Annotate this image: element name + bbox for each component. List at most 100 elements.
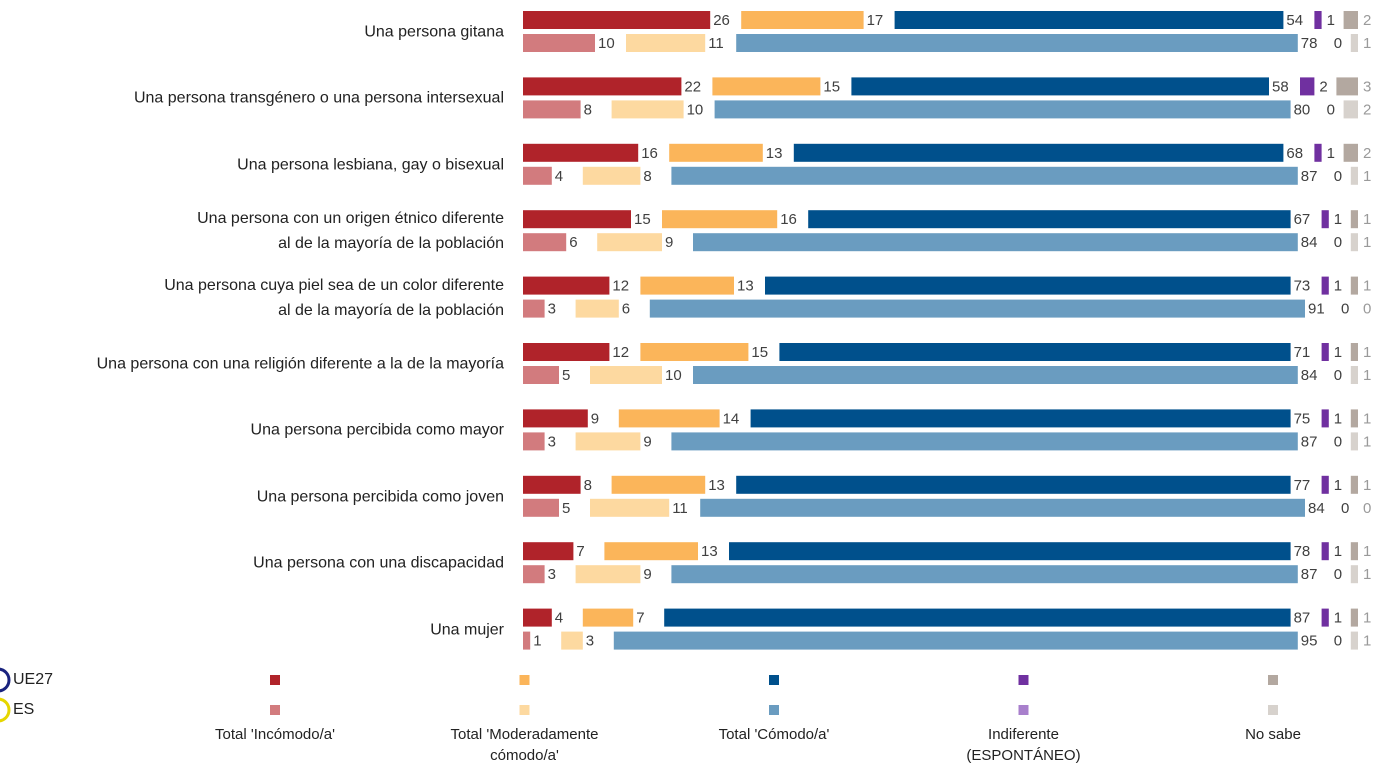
bar-segment — [894, 11, 1284, 29]
bar-segment — [640, 276, 734, 295]
bar-segment — [671, 432, 1298, 451]
bar-segment — [1300, 77, 1315, 96]
value-label: 2 — [1363, 12, 1371, 29]
value-label: 0 — [1334, 234, 1342, 251]
value-label: 1 — [1363, 633, 1371, 650]
group-label: UE27 — [13, 671, 54, 688]
legend-swatch — [270, 675, 280, 685]
bar-segment — [1350, 166, 1358, 185]
group-label: ES — [13, 701, 35, 718]
bar-segment — [779, 343, 1291, 361]
value-label: 10 — [687, 101, 704, 118]
value-label: 91 — [1308, 301, 1325, 318]
value-label: 0 — [1341, 301, 1349, 318]
value-label: 0 — [1334, 35, 1342, 52]
legend-label: Total 'Moderadamente cómodo/a' — [450, 726, 599, 764]
bar-segment — [613, 631, 1298, 650]
bar-segment — [671, 565, 1298, 584]
bar-segment — [618, 409, 720, 428]
value-label: 1 — [1363, 168, 1371, 185]
bar-segment — [523, 276, 610, 295]
value-label: 87 — [1301, 168, 1318, 185]
category-label: Una persona con una discapacidad — [253, 554, 504, 572]
value-label: 14 — [723, 410, 740, 427]
value-label: 1 — [1363, 367, 1371, 384]
bar-segment — [1314, 143, 1322, 162]
bar-segment — [1350, 565, 1358, 584]
bar-segment — [523, 432, 545, 451]
value-label: 84 — [1308, 500, 1325, 517]
value-label: 1 — [1334, 278, 1342, 295]
bar-segment — [1321, 608, 1329, 627]
legend-label: Total 'Cómodo/a' — [718, 726, 830, 743]
bar-segment — [590, 366, 662, 384]
bar-segment — [523, 498, 559, 517]
value-label: 13 — [708, 477, 725, 494]
value-label: 1 — [533, 633, 541, 650]
bar-segment — [575, 299, 619, 318]
value-label: 0 — [1334, 633, 1342, 650]
value-label: 2 — [1363, 145, 1371, 162]
bar-segment — [523, 631, 531, 650]
value-label: 12 — [612, 344, 629, 361]
value-label: 67 — [1294, 211, 1311, 228]
bar-segment — [693, 366, 1298, 384]
bar-segment — [523, 343, 610, 361]
bar-segment — [1350, 409, 1358, 428]
value-label: 87 — [1301, 433, 1318, 450]
value-label: 16 — [780, 211, 797, 228]
value-label: 1 — [1363, 433, 1371, 450]
value-label: 15 — [751, 344, 768, 361]
bar-segment — [1343, 143, 1358, 162]
bar-segment — [523, 11, 711, 29]
category-label: Una mujer — [430, 621, 504, 639]
value-label: 12 — [612, 278, 629, 295]
bar-segment — [604, 542, 698, 561]
value-label: 1 — [1334, 344, 1342, 361]
bar-segment — [1343, 11, 1358, 29]
legend-swatch — [519, 675, 530, 685]
bar-segment — [1314, 11, 1322, 29]
value-label: 75 — [1294, 410, 1311, 427]
value-label: 77 — [1294, 477, 1311, 494]
value-label: 4 — [555, 168, 563, 185]
value-label: 0 — [1334, 433, 1342, 450]
category-label: Una persona percibida como joven — [256, 488, 504, 506]
value-label: 17 — [867, 12, 884, 29]
bar-segment — [523, 475, 581, 494]
bar-segment — [1350, 631, 1358, 650]
bar-segment — [523, 143, 639, 162]
legend-swatch — [1268, 705, 1278, 715]
value-label: 5 — [562, 500, 570, 517]
value-label: 0 — [1341, 500, 1349, 517]
value-label: 9 — [665, 234, 673, 251]
bar-segment — [1321, 276, 1329, 295]
value-label: 8 — [584, 477, 592, 494]
bar-segment — [1321, 343, 1329, 361]
value-label: 3 — [586, 633, 594, 650]
legend-swatch — [769, 675, 779, 685]
value-label: 0 — [1334, 566, 1342, 583]
bar-segment — [649, 299, 1305, 318]
legend-swatch — [519, 705, 530, 715]
value-label: 1 — [1363, 410, 1371, 427]
value-label: 0 — [1363, 301, 1371, 318]
bar-segment — [1350, 233, 1358, 252]
value-label: 6 — [622, 301, 630, 318]
value-label: 22 — [684, 78, 701, 95]
value-label: 1 — [1334, 610, 1342, 627]
bar-segment — [561, 631, 583, 650]
bar-segment — [523, 299, 545, 318]
value-label: 26 — [713, 12, 730, 29]
bar-segment — [662, 210, 778, 229]
value-label: 1 — [1363, 234, 1371, 251]
category-label: Una persona gitana — [364, 23, 504, 41]
value-label: 84 — [1301, 234, 1318, 251]
bar-segment — [590, 498, 670, 517]
value-label: 8 — [643, 168, 651, 185]
bar-segment — [736, 475, 1291, 494]
bar-segment — [1350, 542, 1358, 561]
category-label: Una persona cuya piel sea de un color di… — [164, 276, 504, 319]
category-label: Una persona con un origen étnico diferen… — [197, 210, 504, 253]
value-label: 2 — [1319, 78, 1327, 95]
